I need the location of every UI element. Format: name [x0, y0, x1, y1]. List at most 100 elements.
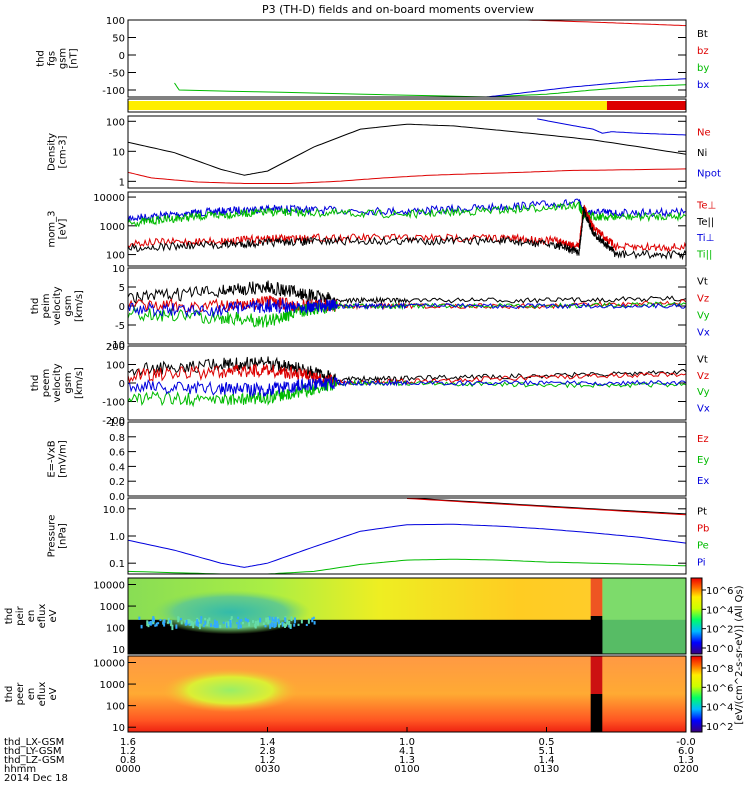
legend-vx: Vx: [697, 404, 710, 415]
series-line-ti: [128, 200, 686, 228]
spectrogram-pixel: [179, 617, 182, 621]
colorbar-tick-label: 10^4: [706, 703, 733, 714]
series-line-vx: [128, 297, 686, 319]
y-axis-label: thd: [30, 375, 41, 392]
colorbar: [690, 577, 703, 655]
spectrogram-pixel: [271, 616, 274, 622]
spectrogram-pixel: [147, 624, 150, 628]
legend-pe: Pe: [697, 540, 709, 551]
x-tick-value: -0.0: [676, 737, 696, 748]
x-tick-value: 0130: [534, 764, 559, 775]
y-tick-label: 0.0: [109, 492, 125, 503]
x-tick-value: 0.5: [539, 737, 555, 748]
spectrogram-pixel: [194, 620, 197, 624]
spectrogram-pixel: [248, 622, 251, 627]
panel-peir: 10000 1000 100 10 thd peir en eflux eV 10^6 10^4 10…: [4, 577, 733, 656]
spectrogram-pixel: [200, 616, 203, 620]
spectrogram-pixel: [149, 620, 152, 626]
spectrogram-pixel: [281, 621, 284, 627]
spectrogram-pixel: [138, 616, 141, 620]
y-axis-label: peim: [41, 293, 52, 318]
colorbar-tick-label: 10^6: [706, 586, 733, 597]
y-tick-label: 10000: [93, 658, 125, 669]
spectrogram-pixel: [238, 619, 241, 625]
spectrogram-pixel: [273, 622, 276, 628]
y-tick-label: 1.0: [109, 418, 125, 429]
spectrogram-pixel: [187, 620, 190, 624]
spectrogram-pixel: [214, 622, 217, 628]
spectrogram-feature: [602, 578, 686, 654]
legend-npot: Npot: [697, 169, 721, 180]
x-tick-value: 1.2: [120, 746, 136, 757]
colorbar: [690, 655, 703, 733]
spectrogram-pixel: [307, 618, 310, 624]
y-tick-label: -10: [109, 340, 125, 351]
y-axis-label: gsm: [63, 295, 74, 316]
spectrogram-pixel: [311, 617, 314, 623]
spectrogram-pixel: [273, 619, 276, 622]
panel-frame: [127, 577, 687, 655]
plot-area: [128, 498, 686, 574]
y-tick-label: 10: [112, 645, 125, 656]
y-tick-label: 0: [119, 379, 125, 390]
y-axis-label: mom_3: [47, 211, 58, 248]
spectrogram-pixel: [227, 621, 230, 627]
colorbar-tick-label: 10^4: [706, 605, 733, 616]
spectrogram-pixel: [152, 620, 155, 624]
legend-vz: Vz: [697, 294, 709, 305]
y-axis-label: eflux: [37, 604, 48, 629]
spectrogram-pixel: [240, 618, 243, 622]
y-axis-label: thd: [4, 608, 15, 625]
series-line-bz: [527, 20, 686, 27]
spectrogram-pixel: [242, 621, 245, 625]
spectrogram-pixel: [152, 617, 155, 622]
spectrogram-pixel: [247, 619, 250, 623]
spectrogram-pixel: [168, 620, 171, 624]
series-line-by: [174, 82, 686, 97]
spectrogram-pixel: [148, 621, 151, 626]
spectrogram-pixel: [277, 618, 280, 622]
y-axis-label: gsm: [63, 372, 74, 393]
spectrogram-pixel: [252, 620, 255, 623]
colorbar-tick-label: 10^8: [706, 664, 733, 675]
series-line-vz: [128, 295, 686, 313]
spectrogram-pixel: [216, 620, 219, 624]
y-tick-label: 0.6: [109, 448, 125, 459]
y-tick-label: 50: [112, 34, 125, 45]
panel-frame: [127, 497, 687, 575]
spectrogram-pixel: [157, 622, 160, 625]
spectrogram-pixel: [202, 624, 205, 628]
spectrogram-pixel: [259, 617, 262, 623]
y-axis-label: [km/s]: [74, 290, 85, 322]
legend-vx: Vx: [697, 327, 710, 338]
spectrogram-pixel: [300, 619, 303, 624]
panel-flag: [127, 98, 687, 113]
flag-frame: [127, 98, 687, 113]
y-tick-label: 100: [106, 251, 125, 262]
spectrogram-pixel: [198, 623, 201, 630]
y-axis-label: [cm-3]: [58, 135, 69, 168]
panel-temp: 100 1000 10000 mom_3 [eV] Te⊥ Te|| Ti⊥ Ti||: [47, 191, 716, 267]
legend-ne: Ne: [697, 127, 711, 138]
spectrogram-pixel: [254, 623, 257, 628]
x-tick-value: 1.3: [399, 755, 415, 766]
spectrogram-pixel: [271, 621, 274, 628]
spectrogram-pixel: [152, 616, 155, 620]
spectrogram-pixel: [293, 623, 296, 627]
x-row-label: thd_LZ-GSM: [4, 755, 65, 766]
spectrogram-pixel: [195, 621, 198, 626]
flag-segment: [606, 101, 686, 110]
y-tick-label: 10: [112, 723, 125, 734]
flag-segment: [128, 101, 607, 110]
panel-density: 1 10 100 Density [cm-3] Ne Ni Npot: [47, 115, 721, 189]
date-label: 2014 Dec 18: [4, 773, 68, 784]
legend-bx: bx: [697, 80, 709, 91]
legend-ex: Ex: [697, 476, 709, 487]
legend-te: Te||: [696, 217, 714, 228]
spectrogram-pixel: [239, 624, 242, 629]
y-tick-label: 100: [106, 117, 125, 128]
y-tick-label: 0: [119, 302, 125, 313]
legend-ti: Ti||: [696, 250, 712, 261]
spectrogram-feature: [590, 578, 603, 616]
y-tick-label: -100: [102, 86, 125, 97]
